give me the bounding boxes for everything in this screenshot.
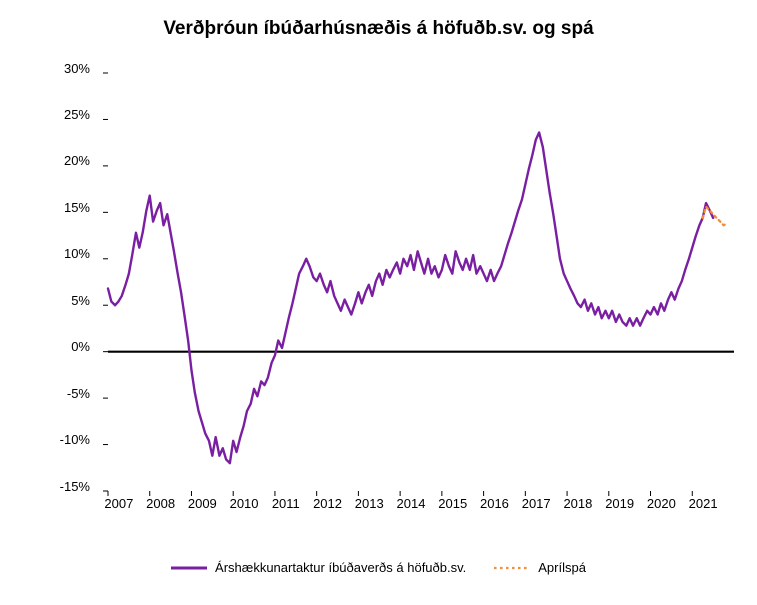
legend-item-forecast: Aprílspá bbox=[494, 560, 586, 575]
y-tick-label: 25% bbox=[40, 107, 90, 122]
series-main-line bbox=[108, 132, 713, 463]
y-tick-label: 10% bbox=[40, 246, 90, 261]
y-tick-label: 30% bbox=[40, 61, 90, 76]
y-tick-label: 20% bbox=[40, 153, 90, 168]
y-tick-label: -15% bbox=[40, 479, 90, 494]
y-tick-label: 15% bbox=[40, 200, 90, 215]
y-tick-label: -10% bbox=[40, 432, 90, 447]
series-forecast-line bbox=[703, 207, 727, 226]
y-tick-label: 0% bbox=[40, 339, 90, 354]
legend: Árshækkunartaktur íbúðaverðs á höfuðb.sv… bbox=[0, 560, 757, 575]
legend-swatch bbox=[494, 563, 530, 573]
y-tick-label: 5% bbox=[40, 293, 90, 308]
legend-swatch bbox=[171, 563, 207, 573]
y-tick-label: -5% bbox=[40, 386, 90, 401]
legend-item-main: Árshækkunartaktur íbúðaverðs á höfuðb.sv… bbox=[171, 560, 466, 575]
legend-label: Aprílspá bbox=[538, 560, 586, 575]
chart-title: Verðþróun íbúðarhúsnæðis á höfuðb.sv. og… bbox=[0, 18, 757, 40]
legend-label: Árshækkunartaktur íbúðaverðs á höfuðb.sv… bbox=[215, 560, 466, 575]
chart-container: Verðþróun íbúðarhúsnæðis á höfuðb.sv. og… bbox=[0, 0, 757, 605]
plot-area bbox=[98, 68, 744, 506]
